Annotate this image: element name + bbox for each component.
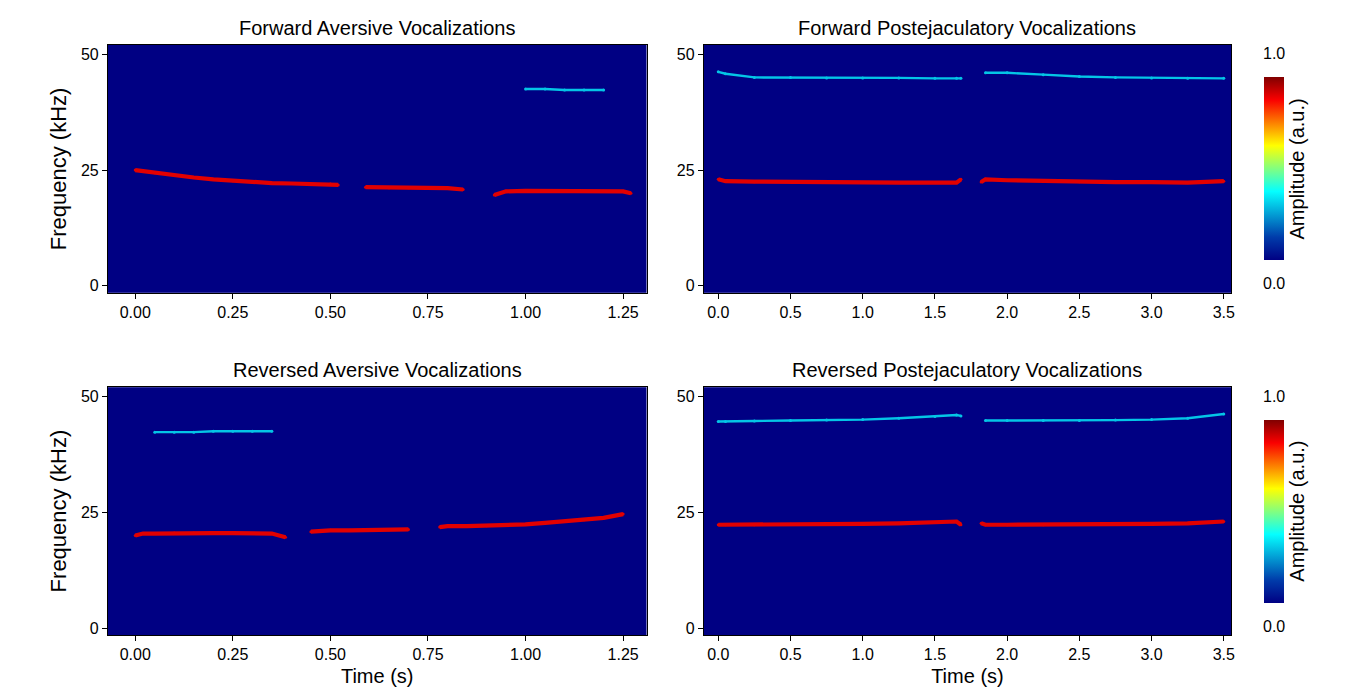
svg-text:0.5: 0.5 xyxy=(779,646,801,663)
svg-text:0.0: 0.0 xyxy=(707,304,729,321)
svg-text:1.5: 1.5 xyxy=(924,646,946,663)
svg-text:0.50: 0.50 xyxy=(315,304,346,321)
svg-text:1.0: 1.0 xyxy=(852,646,874,663)
svg-text:2.5: 2.5 xyxy=(1068,304,1090,321)
svg-text:0: 0 xyxy=(90,277,99,294)
svg-text:3.0: 3.0 xyxy=(1140,304,1162,321)
svg-text:1.25: 1.25 xyxy=(608,646,639,663)
svg-text:Forward Postejaculatory Vocali: Forward Postejaculatory Vocalizations xyxy=(798,17,1136,39)
svg-text:0.75: 0.75 xyxy=(412,646,443,663)
svg-text:Frequency (kHz): Frequency (kHz) xyxy=(46,88,71,251)
svg-text:50: 50 xyxy=(81,46,99,63)
svg-text:0.0: 0.0 xyxy=(1263,618,1285,635)
svg-text:1.0: 1.0 xyxy=(1263,388,1285,405)
svg-text:Forward Aversive Vocalizations: Forward Aversive Vocalizations xyxy=(239,17,515,39)
svg-text:3.5: 3.5 xyxy=(1213,646,1235,663)
svg-text:50: 50 xyxy=(81,388,99,405)
svg-text:1.00: 1.00 xyxy=(510,646,541,663)
svg-text:50: 50 xyxy=(677,388,695,405)
svg-text:Time (s): Time (s) xyxy=(341,665,414,687)
svg-text:Amplitude (a.u.): Amplitude (a.u.) xyxy=(1286,98,1308,239)
svg-text:2.0: 2.0 xyxy=(996,646,1018,663)
svg-text:0: 0 xyxy=(90,620,99,637)
svg-text:Reversed Aversive Vocalization: Reversed Aversive Vocalizations xyxy=(233,359,522,381)
svg-text:0.50: 0.50 xyxy=(315,646,346,663)
svg-text:Amplitude (a.u.): Amplitude (a.u.) xyxy=(1286,441,1308,582)
svg-text:25: 25 xyxy=(677,162,695,179)
svg-text:0.0: 0.0 xyxy=(1263,275,1285,292)
svg-text:0.25: 0.25 xyxy=(217,646,248,663)
svg-text:Reversed Postejaculatory Vocal: Reversed Postejaculatory Vocalizations xyxy=(792,359,1142,381)
svg-text:2.0: 2.0 xyxy=(996,304,1018,321)
svg-text:0.25: 0.25 xyxy=(217,304,248,321)
svg-text:0: 0 xyxy=(686,620,695,637)
svg-text:3.5: 3.5 xyxy=(1213,304,1235,321)
svg-text:25: 25 xyxy=(81,504,99,521)
svg-text:Frequency (kHz): Frequency (kHz) xyxy=(46,430,71,593)
svg-text:0: 0 xyxy=(686,277,695,294)
svg-text:0.75: 0.75 xyxy=(412,304,443,321)
svg-text:1.0: 1.0 xyxy=(852,304,874,321)
svg-text:3.0: 3.0 xyxy=(1140,646,1162,663)
svg-text:1.5: 1.5 xyxy=(924,304,946,321)
svg-text:1.25: 1.25 xyxy=(608,304,639,321)
svg-text:0.5: 0.5 xyxy=(779,304,801,321)
svg-text:0.0: 0.0 xyxy=(707,646,729,663)
svg-text:25: 25 xyxy=(677,504,695,521)
svg-text:0.00: 0.00 xyxy=(120,646,151,663)
svg-text:Time (s): Time (s) xyxy=(931,665,1004,687)
svg-text:25: 25 xyxy=(81,162,99,179)
svg-text:1.0: 1.0 xyxy=(1263,45,1285,62)
svg-text:50: 50 xyxy=(677,46,695,63)
svg-text:1.00: 1.00 xyxy=(510,304,541,321)
svg-text:0.00: 0.00 xyxy=(120,304,151,321)
svg-text:2.5: 2.5 xyxy=(1068,646,1090,663)
